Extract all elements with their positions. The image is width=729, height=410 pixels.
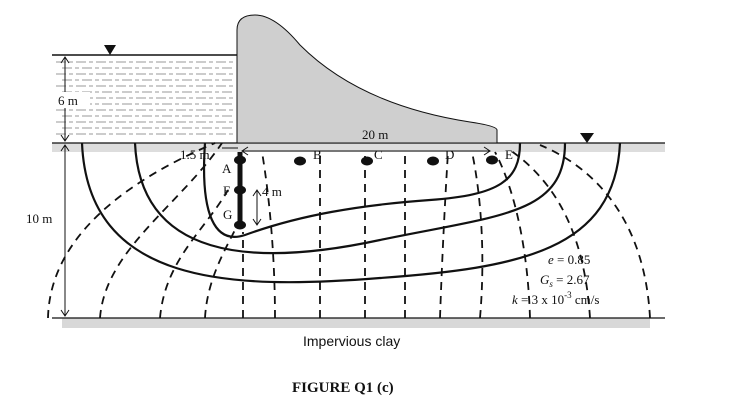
reservoir [52,45,237,135]
point-label: E [505,147,513,162]
property: Gs = 2.67 [540,272,590,289]
point-label: F [223,183,230,198]
caption: FIGURE Q1 (c) [292,380,394,396]
point-marker [234,185,246,195]
point-marker [294,156,306,166]
ground-surface [52,143,665,152]
point-marker [427,156,439,166]
point-marker [234,220,246,230]
property: k = 3 x 10-3 cm/s [512,290,599,307]
dimension-label: 1.5 m [180,147,210,162]
point-label: D [445,147,454,162]
tailwater-marker [580,133,594,143]
dam [236,14,498,144]
equipotential-lines [47,142,651,319]
point-marker [234,155,246,165]
point-label: G [223,207,232,222]
impervious-layer [62,318,650,328]
property: e = 0.85 [548,252,590,267]
point-label: C [374,147,383,162]
dimension-label: 20 m [362,127,388,142]
layer-label: Impervious clay [303,333,400,349]
dimension-label: 6 m [58,93,78,108]
flow-lines [80,142,622,284]
dimension-lines [60,56,491,317]
dimension-label: 10 m [26,211,52,226]
dimension-label: 4 m [262,184,282,199]
point-marker [486,155,498,165]
point-marker [361,156,373,166]
point-label: A [222,161,232,176]
point-label: B [313,147,322,162]
